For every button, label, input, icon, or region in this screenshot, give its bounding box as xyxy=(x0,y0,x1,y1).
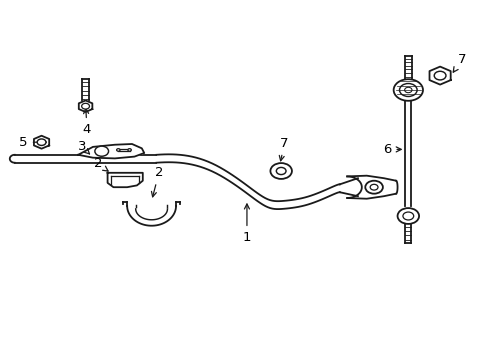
Polygon shape xyxy=(428,67,450,85)
Circle shape xyxy=(276,167,285,175)
Text: 2: 2 xyxy=(93,157,108,171)
Circle shape xyxy=(127,149,131,151)
Text: 6: 6 xyxy=(382,143,400,156)
Circle shape xyxy=(270,163,291,179)
Polygon shape xyxy=(79,100,92,112)
Circle shape xyxy=(399,84,416,96)
Text: 7: 7 xyxy=(279,137,288,161)
Polygon shape xyxy=(78,144,144,158)
Circle shape xyxy=(81,103,89,109)
Circle shape xyxy=(402,212,413,220)
Text: 5: 5 xyxy=(19,136,46,149)
Text: 7: 7 xyxy=(452,53,466,72)
Circle shape xyxy=(116,149,120,151)
Text: 2: 2 xyxy=(151,166,163,197)
Circle shape xyxy=(433,71,445,80)
Circle shape xyxy=(404,87,411,93)
Polygon shape xyxy=(34,136,49,149)
Circle shape xyxy=(393,79,422,101)
Circle shape xyxy=(397,208,418,224)
Circle shape xyxy=(37,139,46,145)
Circle shape xyxy=(369,184,377,190)
Polygon shape xyxy=(107,173,142,187)
Text: 3: 3 xyxy=(78,140,89,154)
Circle shape xyxy=(95,146,108,156)
Text: 1: 1 xyxy=(242,204,251,244)
Circle shape xyxy=(365,181,382,194)
Text: 4: 4 xyxy=(82,109,91,136)
